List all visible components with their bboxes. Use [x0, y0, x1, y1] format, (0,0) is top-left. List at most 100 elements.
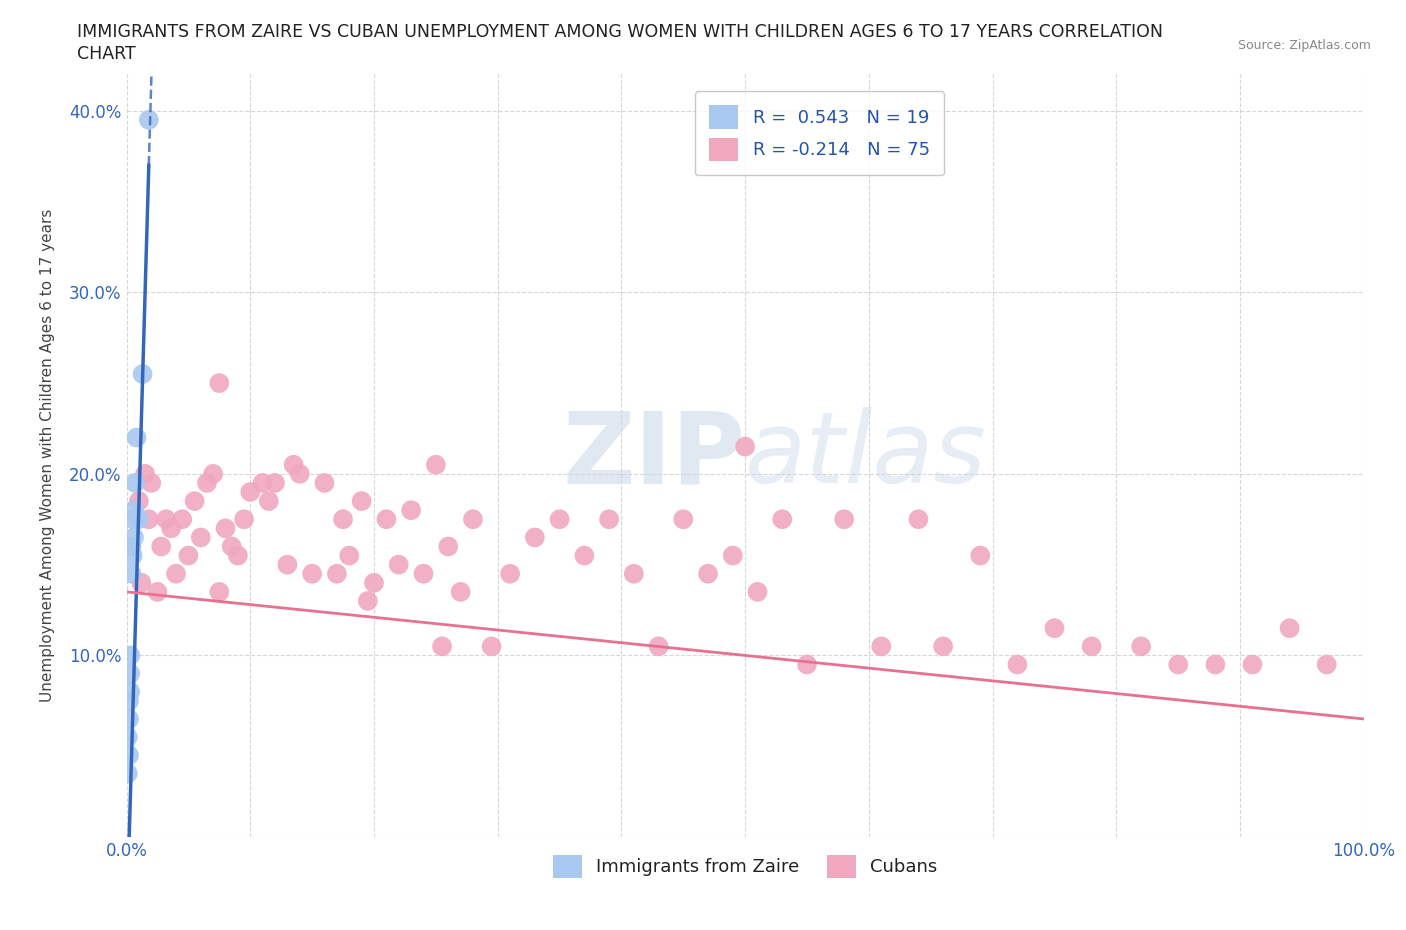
Point: [363, 576, 385, 591]
Point: [131, 366, 153, 381]
Point: [747, 584, 769, 599]
Point: [202, 467, 225, 482]
Point: [301, 566, 323, 581]
Point: [326, 566, 349, 581]
Point: [337, 548, 360, 563]
Point: [117, 730, 139, 745]
Point: [155, 512, 177, 526]
Point: [118, 694, 141, 709]
Point: [118, 748, 141, 763]
Point: [138, 113, 160, 127]
Point: [388, 557, 411, 572]
Point: [214, 521, 236, 536]
Point: [770, 512, 793, 526]
Point: [120, 666, 142, 681]
Point: [208, 584, 231, 599]
Point: [131, 576, 153, 591]
Text: ZIP: ZIP: [562, 407, 745, 504]
Point: [276, 557, 298, 572]
Point: [138, 512, 160, 526]
Point: [118, 711, 141, 726]
Point: [598, 512, 620, 526]
Point: [125, 430, 148, 445]
Point: [870, 639, 893, 654]
Point: [350, 494, 373, 509]
Point: [146, 584, 169, 599]
Point: [120, 648, 142, 663]
Point: [128, 494, 150, 509]
Point: [208, 376, 231, 391]
Point: [969, 548, 991, 563]
Point: [425, 458, 447, 472]
Point: [172, 512, 194, 526]
Point: [120, 684, 142, 699]
Point: [124, 475, 146, 490]
Point: [1043, 620, 1066, 635]
Text: Source: ZipAtlas.com: Source: ZipAtlas.com: [1237, 39, 1371, 52]
Text: CHART: CHART: [77, 45, 136, 62]
Point: [481, 639, 503, 654]
Point: [160, 521, 183, 536]
Point: [183, 494, 205, 509]
Text: atlas: atlas: [745, 407, 987, 504]
Point: [832, 512, 855, 526]
Point: [1130, 639, 1153, 654]
Point: [461, 512, 484, 526]
Point: [548, 512, 571, 526]
Point: [252, 475, 274, 490]
Point: [499, 566, 522, 581]
Point: [721, 548, 744, 563]
Point: [141, 475, 163, 490]
Y-axis label: Unemployment Among Women with Children Ages 6 to 17 years: Unemployment Among Women with Children A…: [41, 209, 55, 702]
Point: [697, 566, 720, 581]
Point: [430, 639, 453, 654]
Point: [450, 584, 472, 599]
Point: [150, 539, 173, 554]
Point: [239, 485, 262, 499]
Point: [121, 539, 143, 554]
Point: [128, 512, 150, 526]
Point: [332, 512, 354, 526]
Point: [288, 467, 311, 482]
Point: [399, 503, 422, 518]
Point: [623, 566, 645, 581]
Point: [1007, 658, 1029, 672]
Point: [283, 458, 305, 472]
Point: [165, 566, 187, 581]
Text: IMMIGRANTS FROM ZAIRE VS CUBAN UNEMPLOYMENT AMONG WOMEN WITH CHILDREN AGES 6 TO : IMMIGRANTS FROM ZAIRE VS CUBAN UNEMPLOYM…: [77, 23, 1163, 41]
Point: [357, 593, 380, 608]
Point: [122, 530, 145, 545]
Point: [412, 566, 434, 581]
Point: [1316, 658, 1339, 672]
Legend: Immigrants from Zaire, Cubans: Immigrants from Zaire, Cubans: [546, 847, 945, 885]
Point: [1278, 620, 1301, 635]
Point: [195, 475, 218, 490]
Point: [117, 766, 139, 781]
Point: [233, 512, 256, 526]
Point: [226, 548, 249, 563]
Point: [574, 548, 596, 563]
Point: [523, 530, 546, 545]
Point: [221, 539, 243, 554]
Point: [1241, 658, 1264, 672]
Point: [672, 512, 695, 526]
Point: [122, 503, 145, 518]
Point: [121, 566, 143, 581]
Point: [796, 658, 818, 672]
Point: [734, 439, 756, 454]
Point: [121, 548, 143, 563]
Point: [375, 512, 398, 526]
Point: [134, 467, 156, 482]
Point: [907, 512, 929, 526]
Point: [264, 475, 287, 490]
Point: [437, 539, 460, 554]
Point: [121, 512, 143, 526]
Point: [190, 530, 212, 545]
Point: [647, 639, 669, 654]
Point: [1080, 639, 1102, 654]
Point: [1167, 658, 1189, 672]
Point: [314, 475, 336, 490]
Point: [1204, 658, 1226, 672]
Point: [932, 639, 955, 654]
Point: [177, 548, 200, 563]
